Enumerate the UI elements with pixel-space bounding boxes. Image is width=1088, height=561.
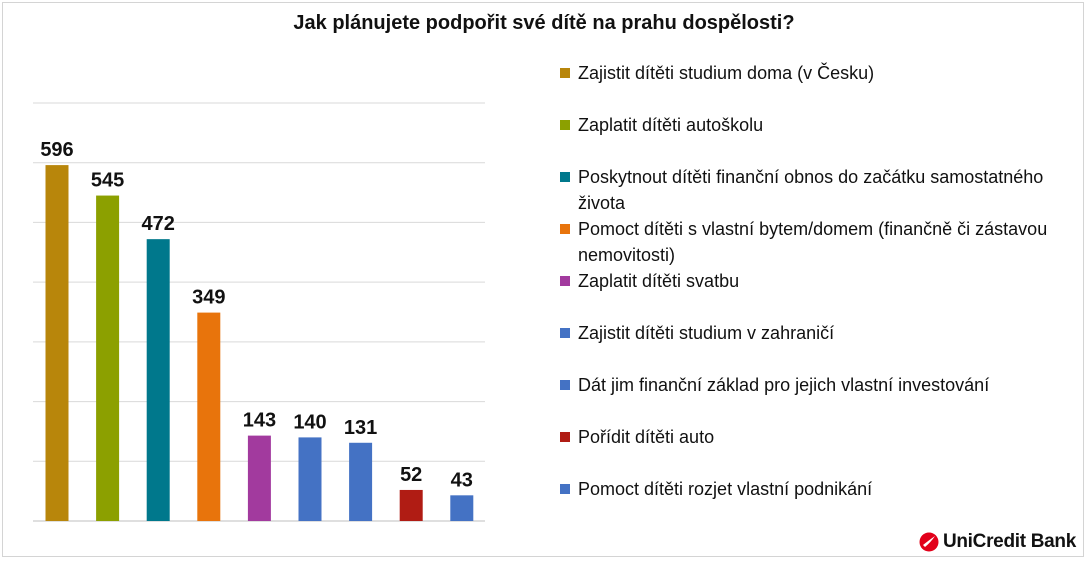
legend-label: Zaplatit dítěti autoškolu	[578, 115, 764, 135]
legend-item: Pořídit dítěti auto	[560, 424, 1048, 450]
legend-item: Zaplatit dítěti svatbu	[560, 268, 1048, 294]
bar	[349, 442, 373, 521]
bar	[45, 165, 69, 522]
data-label: 140	[293, 411, 326, 433]
legend-label: Poskytnout dítěti finanční obnos do začá…	[578, 167, 1044, 213]
legend-swatch	[560, 172, 570, 182]
legend-item: Pomoct dítěti s vlastní bytem/domem (fin…	[560, 216, 1048, 268]
legend-label: Dát jim finanční základ pro jejich vlast…	[578, 375, 990, 395]
data-label: 349	[192, 287, 225, 309]
legend-label: Zajistit dítěti studium doma (v Česku)	[578, 63, 875, 83]
legend-swatch	[560, 120, 570, 130]
data-label: 52	[400, 464, 422, 486]
legend-item: Zajistit dítěti studium v zahraničí	[560, 320, 1048, 346]
legend-swatch	[560, 328, 570, 338]
bar	[298, 437, 322, 521]
data-label: 545	[91, 170, 124, 192]
brand-name: UniCredit Bank	[942, 531, 1076, 552]
legend-item: Dát jim finanční základ pro jejich vlast…	[560, 372, 1048, 398]
bar	[146, 239, 170, 522]
unicredit-logo-icon	[919, 532, 939, 552]
data-label: 596	[40, 139, 73, 161]
bar	[399, 489, 423, 521]
bar	[450, 495, 474, 521]
legend-swatch	[560, 432, 570, 442]
legend-label: Zaplatit dítěti svatbu	[578, 271, 740, 291]
legend-swatch	[560, 380, 570, 390]
unicredit-logo: UniCredit Bank	[919, 531, 1076, 553]
legend-label: Zajistit dítěti studium v zahraničí	[578, 323, 835, 343]
legend-label: Pomoct dítěti s vlastní bytem/domem (fin…	[578, 219, 1048, 265]
bar	[247, 435, 271, 521]
legend-item: Poskytnout dítěti finanční obnos do začá…	[560, 164, 1048, 216]
legend-item: Pomoct dítěti rozjet vlastní podnikání	[560, 476, 1048, 502]
bar	[96, 195, 120, 522]
legend-label: Pořídit dítěti auto	[578, 427, 715, 447]
legend-swatch	[560, 224, 570, 234]
legend-item: Zajistit dítěti studium doma (v Česku)	[560, 60, 1048, 86]
bar-chart: 596 545 472 349 143 140 131 52 43	[33, 102, 485, 522]
legend-swatch	[560, 68, 570, 78]
legend-label: Pomoct dítěti rozjet vlastní podnikání	[578, 479, 873, 499]
legend-item: Zaplatit dítěti autoškolu	[560, 112, 1048, 138]
legend-swatch	[560, 484, 570, 494]
data-label: 131	[344, 417, 377, 439]
data-label: 43	[451, 469, 473, 491]
data-label: 472	[142, 213, 175, 235]
chart-title: Jak plánujete podpořit své dítě na prahu…	[293, 12, 795, 34]
legend-swatch	[560, 276, 570, 286]
bar	[197, 312, 221, 521]
data-label: 143	[243, 410, 276, 432]
